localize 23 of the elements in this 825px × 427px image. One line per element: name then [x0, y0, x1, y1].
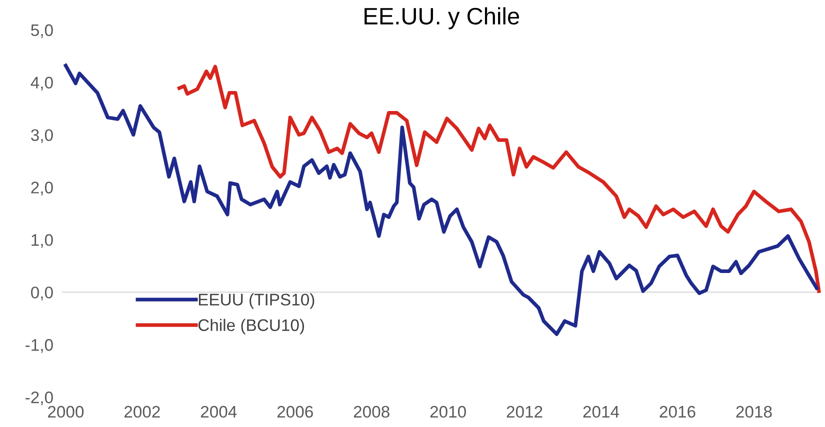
- x-tick-label: 2000: [48, 406, 84, 418]
- y-tick-label: -2,0: [26, 392, 53, 406]
- x-tick-label: 2006: [277, 406, 313, 418]
- y-tick-label: -1,0: [26, 339, 53, 353]
- y-tick-label: 4,0: [30, 76, 53, 91]
- y-tick-label: 1,0: [32, 234, 53, 248]
- legend-label: Chile (BCU10): [198, 318, 304, 334]
- y-tick-label: 2,0: [31, 182, 53, 196]
- line-series: [64, 64, 818, 336]
- x-tick-label: 2016: [660, 406, 696, 418]
- x-tick-label: 2018: [736, 406, 772, 418]
- x-tick-label: 2002: [124, 406, 160, 418]
- y-tick-label: 0,0: [31, 286, 53, 300]
- y-tick-label: 3,0: [31, 129, 53, 143]
- x-tick-label: 2008: [354, 406, 390, 418]
- y-tick-label: 5,0: [31, 24, 53, 38]
- line-series: [177, 64, 821, 293]
- x-tick-label: 2004: [200, 406, 237, 418]
- x-tick-label: 2012: [506, 406, 542, 418]
- x-tick-label: 2010: [430, 406, 466, 418]
- x-tick-label: 2014: [583, 406, 620, 418]
- chart-title: EE.UU. y Chile: [364, 7, 520, 30]
- legend-label: EEUU (TIPS10): [198, 293, 314, 309]
